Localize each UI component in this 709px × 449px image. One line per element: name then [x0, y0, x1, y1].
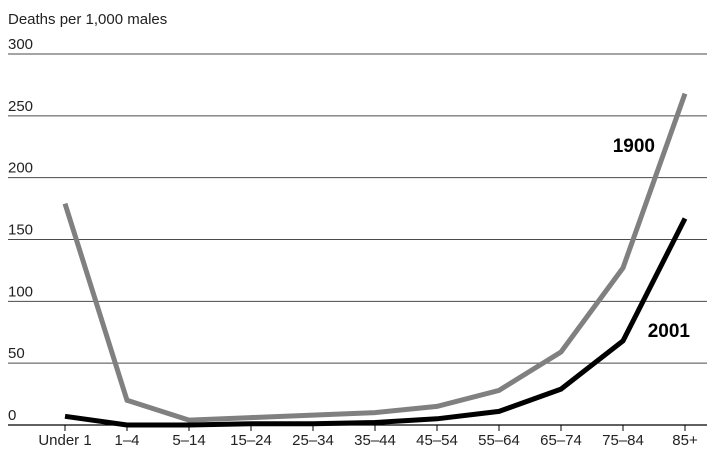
x-tick-label: Under 1: [38, 432, 91, 449]
x-tick-label: 75–84: [602, 432, 644, 449]
y-tick-label: 150: [8, 222, 33, 239]
gridlines: [8, 53, 707, 364]
y-tick-label: 300: [8, 36, 33, 53]
y-tick-label: 250: [8, 98, 33, 115]
y-tick-label: 0: [8, 407, 16, 424]
y-tick-label: 50: [8, 345, 25, 362]
x-tick-label: 1–4: [114, 432, 139, 449]
x-tick-label: 85+: [672, 432, 698, 449]
y-tick-label: 200: [8, 160, 33, 177]
series-labels: 1900 2001: [613, 136, 691, 342]
x-tick-label: 45–54: [416, 432, 458, 449]
x-tick-label: 35–44: [354, 432, 396, 449]
y-tick-label: 100: [8, 283, 33, 300]
x-tick-label: 5–14: [172, 432, 205, 449]
x-tick-label: 15–24: [230, 432, 272, 449]
y-axis-title: Deaths per 1,000 males: [8, 11, 167, 28]
y-tick-labels: 0 50 100 150 200 250 300: [8, 36, 33, 424]
series-label-1900: 1900: [613, 136, 655, 157]
x-tick-label: 65–74: [540, 432, 582, 449]
series-line-2001: [64, 217, 688, 428]
series-label-2001: 2001: [648, 321, 691, 342]
series-lines: [62, 92, 688, 428]
x-tick-label: 55–64: [478, 432, 520, 449]
x-tick-label: 25–34: [292, 432, 334, 449]
series-line-1900: [62, 92, 688, 423]
x-axis: Under 1 1–4 5–14 15–24 25–34 35–44 45–54 55–64 6…: [8, 424, 707, 449]
